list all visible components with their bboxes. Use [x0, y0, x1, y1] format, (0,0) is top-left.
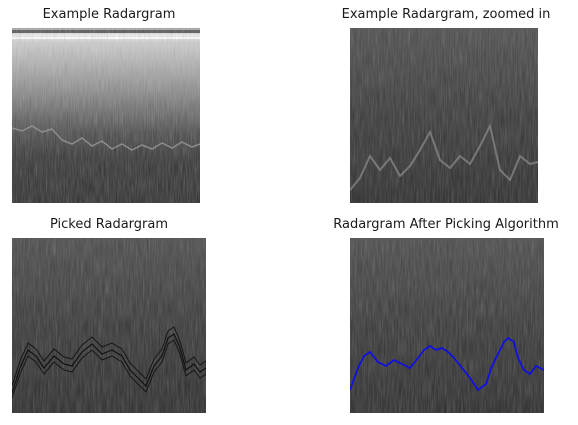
radargram-full-image [12, 28, 200, 203]
radargram-picked-svg [12, 238, 206, 413]
panel-title-zoomed-radargram: Example Radargram, zoomed in [341, 7, 551, 22]
panel-title-example-radargram: Example Radargram [42, 7, 176, 22]
picked-trace-line-upper [12, 326, 206, 387]
algorithm-pick-line [350, 336, 544, 392]
radargram-algorithm-image [350, 238, 544, 413]
picked-trace-line-lower [12, 339, 206, 399]
radargram-algorithm-svg [350, 238, 544, 413]
panel-title-picked-radargram: Picked Radargram [49, 217, 169, 232]
picked-trace-line [12, 333, 206, 394]
radargram-full-svg [12, 28, 200, 203]
radargram-zoomed-svg [350, 28, 538, 203]
radargram-zoomed-image [350, 28, 538, 203]
panel-title-algorithm-radargram: Radargram After Picking Algorithm [333, 217, 559, 232]
radargram-picked-image [12, 238, 206, 413]
